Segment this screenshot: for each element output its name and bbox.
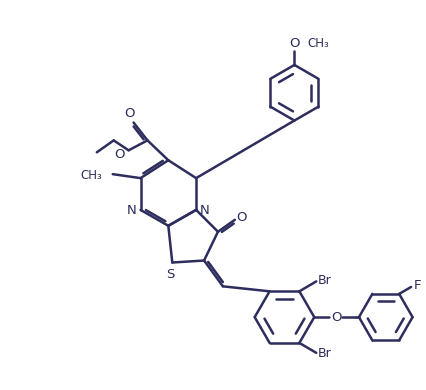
Text: N: N bbox=[127, 204, 136, 217]
Text: CH₃: CH₃ bbox=[307, 37, 329, 50]
Text: N: N bbox=[200, 204, 210, 217]
Text: O: O bbox=[289, 37, 299, 50]
Text: Br: Br bbox=[317, 347, 331, 360]
Text: O: O bbox=[115, 148, 125, 161]
Text: O: O bbox=[331, 310, 341, 324]
Text: O: O bbox=[236, 211, 247, 224]
Text: F: F bbox=[413, 280, 421, 292]
Text: Br: Br bbox=[317, 274, 331, 287]
Text: CH₃: CH₃ bbox=[80, 168, 102, 182]
Text: O: O bbox=[124, 107, 135, 120]
Text: S: S bbox=[166, 268, 175, 281]
